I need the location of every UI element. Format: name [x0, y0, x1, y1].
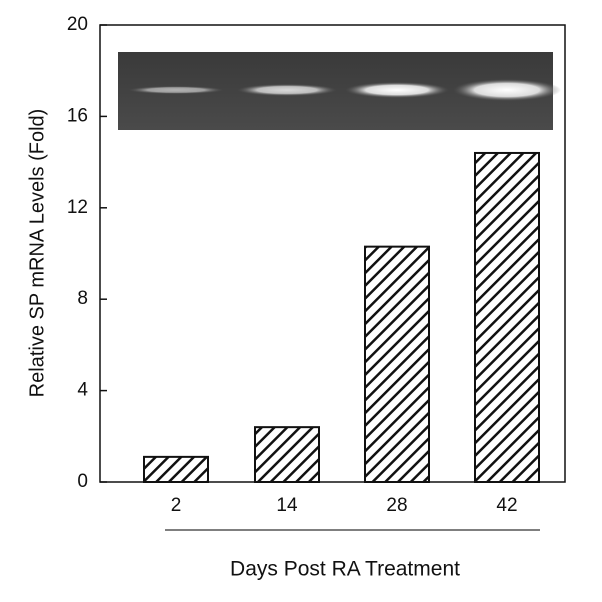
- bar: [143, 455, 209, 483]
- y-tick-label: 4: [77, 380, 88, 401]
- x-axis-label: Days Post RA Treatment: [230, 558, 460, 581]
- y-tick-label: 16: [67, 105, 88, 126]
- y-axis-label: Relative SP mRNA Levels (Fold): [26, 109, 48, 398]
- x-tick-label: 28: [386, 495, 407, 516]
- y-tick-label: 12: [67, 197, 88, 218]
- y-tick-label: 0: [77, 471, 88, 492]
- x-tick-label: 2: [171, 495, 182, 516]
- bar: [364, 245, 430, 483]
- gel-image: [118, 52, 561, 130]
- bar: [474, 151, 540, 484]
- y-tick-label: 8: [77, 288, 88, 309]
- x-tick-label: 42: [496, 495, 517, 516]
- plot-frame: [99, 24, 566, 483]
- x-tick-label: 14: [276, 495, 298, 516]
- bar: [254, 426, 320, 484]
- y-tick-label: 20: [67, 14, 88, 35]
